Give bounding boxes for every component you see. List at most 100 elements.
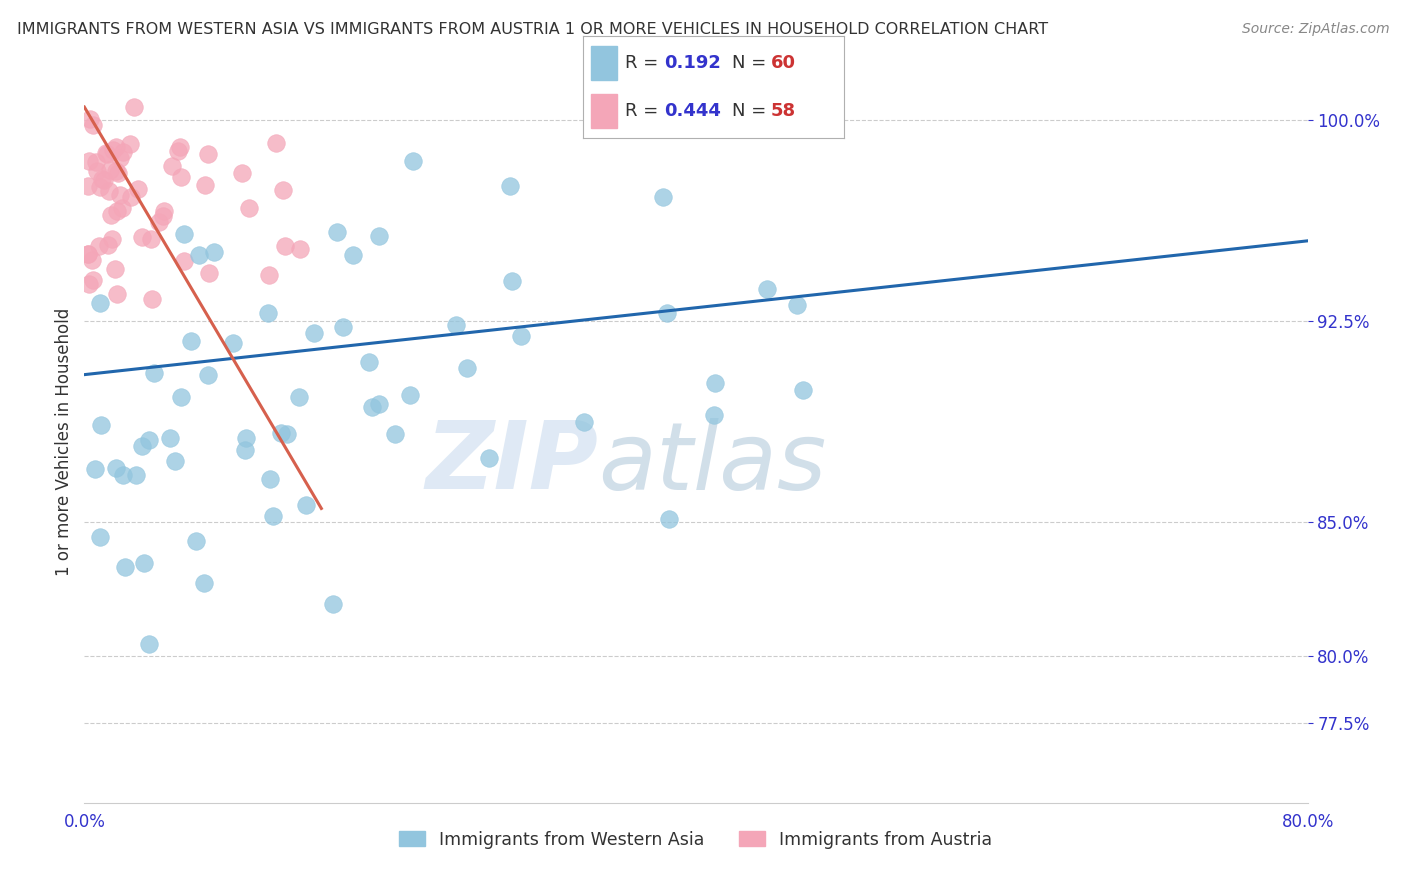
Point xyxy=(77,277,100,291)
Text: 0.444: 0.444 xyxy=(664,102,721,120)
Point xyxy=(162,159,184,173)
Point xyxy=(107,287,129,301)
Point xyxy=(304,326,326,340)
Point xyxy=(152,209,174,223)
Point xyxy=(238,201,260,215)
Point xyxy=(120,190,142,204)
Point xyxy=(77,154,100,169)
Point xyxy=(197,147,219,161)
Point xyxy=(86,164,108,178)
Text: N =: N = xyxy=(731,54,772,72)
Point xyxy=(264,136,287,151)
Point xyxy=(98,163,121,178)
Point xyxy=(273,183,295,197)
Point xyxy=(287,390,309,404)
Point xyxy=(342,248,364,262)
Point xyxy=(76,246,98,260)
Point xyxy=(108,151,131,165)
Point xyxy=(572,415,595,429)
Point xyxy=(384,426,406,441)
Point xyxy=(259,472,281,486)
Point xyxy=(159,431,181,445)
Point xyxy=(110,188,132,202)
Point xyxy=(131,439,153,453)
Point xyxy=(98,184,121,198)
Point xyxy=(169,140,191,154)
Point xyxy=(111,202,134,216)
Point xyxy=(367,229,389,244)
Point xyxy=(125,467,148,482)
Point xyxy=(499,179,522,194)
Point xyxy=(89,180,111,194)
Point xyxy=(131,230,153,244)
Point xyxy=(141,292,163,306)
Point xyxy=(194,178,217,193)
Point xyxy=(187,247,209,261)
Text: R =: R = xyxy=(626,102,664,120)
Text: atlas: atlas xyxy=(598,417,827,508)
Point xyxy=(786,298,808,312)
Text: ZIP: ZIP xyxy=(425,417,598,509)
Point xyxy=(658,512,681,526)
Point xyxy=(153,203,176,218)
Point xyxy=(132,556,155,570)
Point xyxy=(361,400,384,414)
Point xyxy=(114,560,136,574)
Point xyxy=(120,137,142,152)
Point xyxy=(704,376,727,390)
Point xyxy=(402,153,425,168)
Point xyxy=(399,387,422,401)
Point xyxy=(186,534,208,549)
Text: IMMIGRANTS FROM WESTERN ASIA VS IMMIGRANTS FROM AUSTRIA 1 OR MORE VEHICLES IN HO: IMMIGRANTS FROM WESTERN ASIA VS IMMIGRAN… xyxy=(17,22,1047,37)
Point xyxy=(288,242,311,256)
Point xyxy=(96,146,118,161)
Point xyxy=(104,164,127,178)
Point xyxy=(703,408,725,422)
Point xyxy=(138,637,160,651)
Point xyxy=(103,261,125,276)
Point xyxy=(111,145,134,159)
Point xyxy=(89,295,111,310)
Point xyxy=(262,509,284,524)
Point xyxy=(792,383,814,397)
Point xyxy=(82,273,104,287)
Point xyxy=(82,252,104,267)
Point xyxy=(91,171,114,186)
Point xyxy=(367,397,389,411)
Point xyxy=(322,597,344,611)
Point xyxy=(444,318,467,333)
Point xyxy=(197,368,219,382)
Point xyxy=(122,100,145,114)
Point xyxy=(138,434,160,448)
Point xyxy=(89,530,111,544)
Point xyxy=(456,360,478,375)
Point xyxy=(259,268,281,283)
Point xyxy=(173,227,195,241)
Point xyxy=(193,576,215,591)
Point xyxy=(163,454,186,468)
Point xyxy=(180,334,202,349)
Text: Source: ZipAtlas.com: Source: ZipAtlas.com xyxy=(1241,22,1389,37)
Point xyxy=(231,166,253,180)
Point xyxy=(127,181,149,195)
Point xyxy=(105,204,128,219)
Point xyxy=(295,498,318,512)
Point xyxy=(107,165,129,179)
Point xyxy=(270,425,292,440)
Point xyxy=(83,462,105,476)
Point xyxy=(756,282,779,296)
Point xyxy=(276,427,298,442)
Point xyxy=(104,140,127,154)
Text: N =: N = xyxy=(731,102,772,120)
Point xyxy=(84,154,107,169)
Point xyxy=(103,144,125,158)
Point xyxy=(274,239,297,253)
Point xyxy=(509,328,531,343)
Point xyxy=(97,238,120,252)
Point xyxy=(655,306,678,320)
Point xyxy=(148,215,170,229)
Text: 60: 60 xyxy=(770,54,796,72)
Point xyxy=(202,244,225,259)
Point xyxy=(167,144,190,158)
Text: R =: R = xyxy=(626,54,664,72)
